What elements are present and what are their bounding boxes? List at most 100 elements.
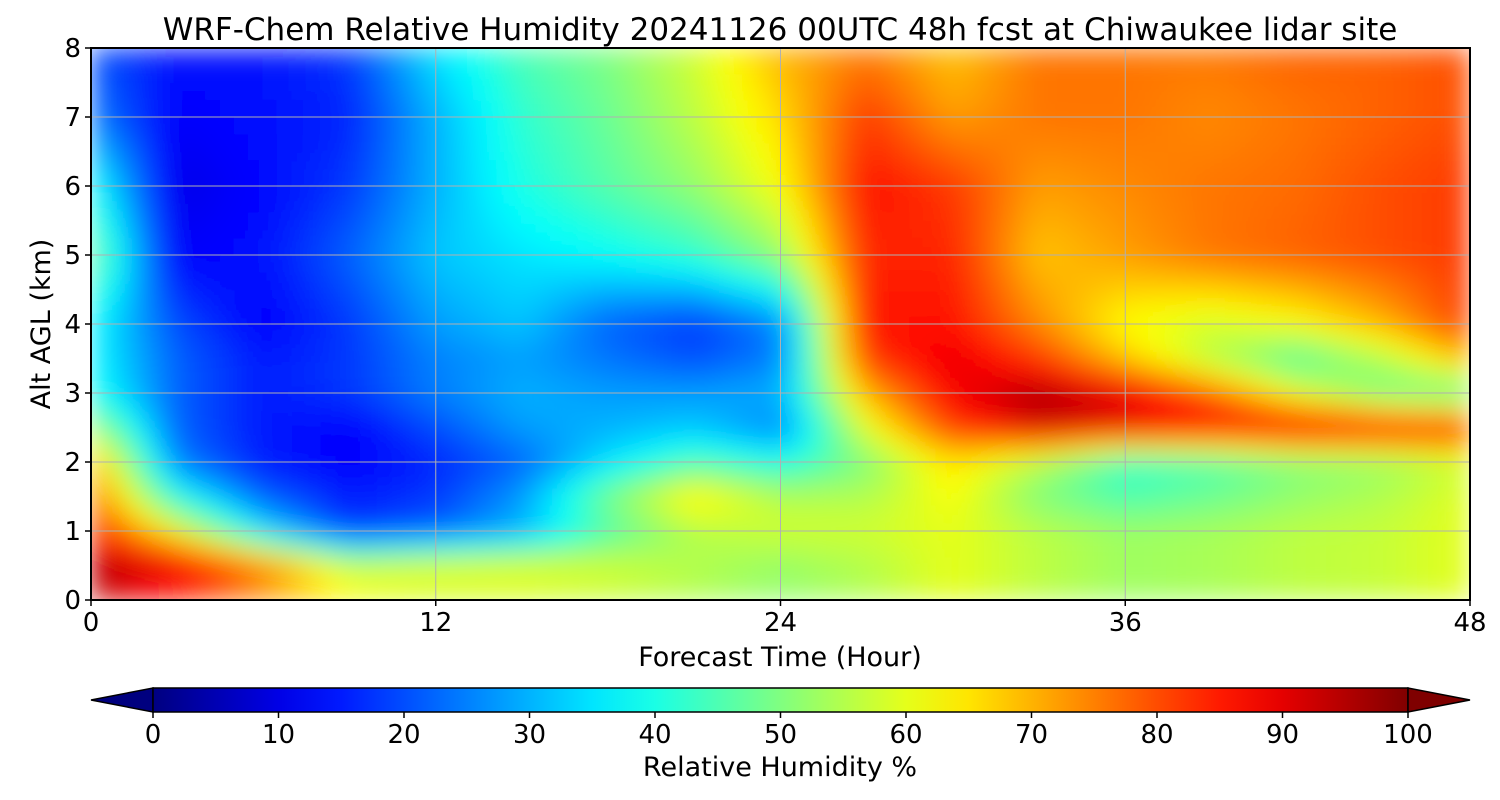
heatmap-cell — [1009, 564, 1026, 575]
heatmap-cell — [1239, 202, 1256, 213]
heatmap-cell — [1383, 306, 1399, 316]
heatmap-cell — [952, 495, 968, 506]
heatmap-cell — [334, 202, 351, 213]
heatmap-cell — [880, 349, 897, 360]
heatmap-cell — [420, 211, 437, 222]
heatmap-cell — [1052, 547, 1069, 558]
heatmap-cell — [894, 444, 911, 454]
heatmap-cell — [679, 478, 695, 489]
heatmap-cell — [133, 470, 150, 480]
heatmap-cell — [478, 495, 494, 506]
heatmap-cell — [234, 452, 250, 463]
heatmap-cell — [334, 539, 351, 549]
heatmap-cell — [1411, 556, 1428, 567]
heatmap-cell — [1182, 314, 1198, 325]
heatmap-cell — [880, 306, 897, 316]
heatmap-cell — [995, 590, 1011, 600]
heatmap-cell — [1325, 418, 1342, 429]
heatmap-cell — [937, 263, 954, 273]
heatmap-cell — [1368, 237, 1385, 247]
heatmap-cell — [1024, 323, 1040, 334]
heatmap-cell — [1038, 202, 1055, 213]
heatmap-cell — [104, 340, 121, 351]
heatmap-cell — [621, 245, 638, 256]
heatmap-cell — [1095, 383, 1112, 394]
heatmap-cell — [650, 409, 667, 420]
heatmap-cell — [823, 401, 839, 411]
heatmap-cell — [708, 461, 724, 472]
heatmap-cell — [1182, 478, 1198, 489]
heatmap-cell — [234, 176, 250, 187]
heatmap-cell — [406, 375, 422, 385]
chart-title: WRF-Chem Relative Humidity 20241126 00UT… — [163, 12, 1398, 48]
heatmap-cell — [191, 280, 207, 291]
heatmap-cell — [291, 444, 308, 454]
heatmap-cell — [191, 521, 207, 532]
heatmap-cell — [1311, 211, 1327, 222]
heatmap-cell — [1297, 564, 1313, 575]
heatmap-cell — [909, 426, 925, 437]
heatmap-cell — [909, 564, 925, 575]
heatmap-cell — [334, 504, 351, 515]
heatmap-cell — [1067, 168, 1083, 178]
heatmap-cell — [1383, 219, 1399, 230]
heatmap-cell — [535, 150, 552, 161]
heatmap-cell — [837, 573, 853, 584]
heatmap-cell — [1297, 426, 1313, 437]
heatmap-cell — [708, 513, 724, 523]
heatmap-cell — [435, 211, 451, 222]
heatmap-cell — [1052, 219, 1069, 230]
heatmap-cell — [765, 219, 782, 230]
heatmap-cell — [320, 194, 336, 204]
heatmap-cell — [162, 357, 178, 368]
heatmap-cell — [1081, 564, 1098, 575]
heatmap-cell — [1110, 530, 1126, 541]
heatmap-cell — [377, 573, 394, 584]
heatmap-cell — [305, 564, 322, 575]
heatmap-cell — [894, 202, 911, 213]
heatmap-cell — [1182, 392, 1198, 403]
heatmap-cell — [420, 590, 437, 600]
heatmap-cell — [1052, 194, 1069, 204]
heatmap-cell — [1455, 168, 1470, 178]
heatmap-cell — [693, 366, 710, 377]
heatmap-cell — [779, 582, 796, 592]
heatmap-cell — [176, 219, 193, 230]
heatmap-cell — [1325, 383, 1342, 394]
heatmap-cell — [621, 530, 638, 541]
heatmap-cell — [981, 444, 997, 454]
heatmap-cell — [507, 582, 523, 592]
heatmap-cell — [219, 461, 236, 472]
heatmap-cell — [665, 573, 681, 584]
heatmap-cell — [952, 366, 968, 377]
heatmap-cell — [1081, 150, 1098, 161]
heatmap-cell — [234, 280, 250, 291]
heatmap-cell — [751, 202, 767, 213]
heatmap-cell — [1225, 150, 1241, 161]
heatmap-cell — [1124, 521, 1141, 532]
heatmap-cell — [1052, 366, 1069, 377]
heatmap-cell — [636, 556, 652, 567]
heatmap-cell — [981, 487, 997, 498]
heatmap-cell — [449, 495, 466, 506]
heatmap-cell — [334, 349, 351, 360]
heatmap-cell — [392, 314, 408, 325]
heatmap-cell — [478, 539, 494, 549]
heatmap-cell — [219, 392, 236, 403]
heatmap-cell — [1354, 366, 1371, 377]
heatmap-cell — [1239, 435, 1256, 446]
heatmap-cell — [492, 504, 509, 515]
heatmap-cell — [765, 547, 782, 558]
heatmap-cell — [478, 530, 494, 541]
heatmap-cell — [349, 426, 365, 437]
heatmap-cell — [147, 435, 164, 446]
heatmap-cell — [1124, 280, 1141, 291]
heatmap-cell — [406, 245, 422, 256]
heatmap-cell — [952, 375, 968, 385]
heatmap-cell — [1182, 556, 1198, 567]
heatmap-cell — [650, 254, 667, 265]
heatmap-cell — [894, 452, 911, 463]
heatmap-cell — [363, 263, 379, 273]
heatmap-cell — [305, 271, 322, 282]
heatmap-cell — [1253, 495, 1270, 506]
